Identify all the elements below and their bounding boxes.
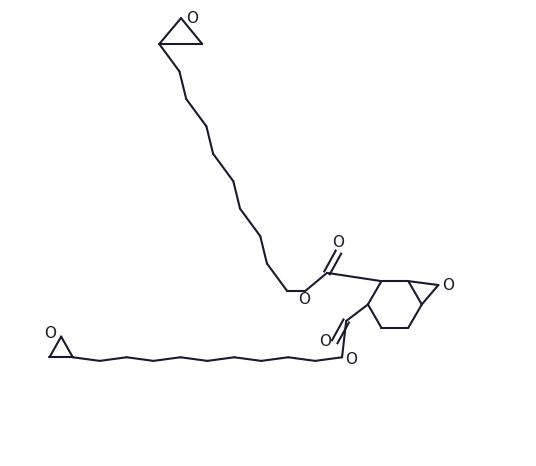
Text: O: O bbox=[187, 11, 198, 26]
Text: O: O bbox=[298, 292, 310, 307]
Text: O: O bbox=[345, 352, 358, 367]
Text: O: O bbox=[442, 278, 453, 293]
Text: O: O bbox=[332, 235, 345, 250]
Text: O: O bbox=[319, 334, 331, 349]
Text: O: O bbox=[44, 327, 56, 342]
